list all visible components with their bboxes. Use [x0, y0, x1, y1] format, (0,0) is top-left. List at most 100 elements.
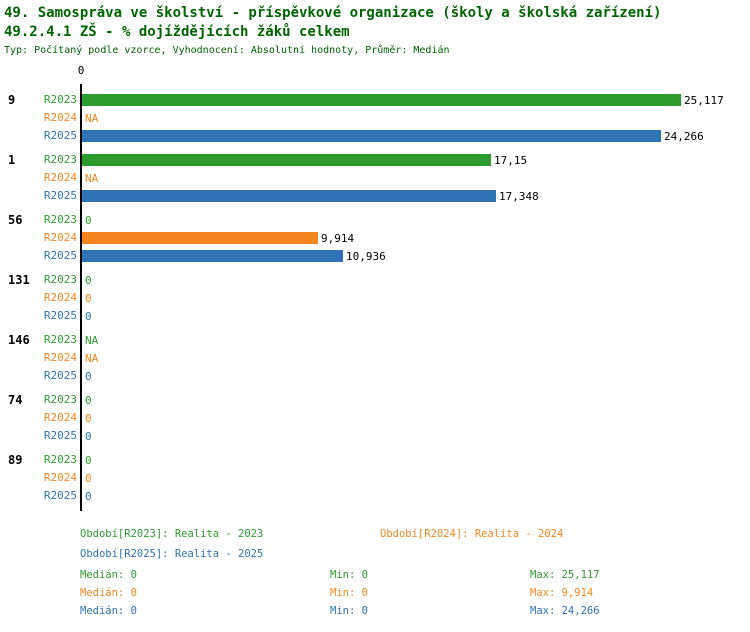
bar-group: 9 R2023 25,117 R2024 NA R2025 24,266: [0, 91, 750, 145]
value-bar: [82, 190, 496, 202]
stats-row: Medián: 0 Min: 0 Max: 9,914: [80, 584, 600, 602]
value-label: NA: [85, 111, 99, 125]
value-label: 0: [85, 471, 92, 485]
value-label: 25,117: [684, 93, 724, 107]
year-label: R2024: [43, 171, 77, 184]
legend-item: Období[R2025]: Realita - 2025: [80, 548, 264, 560]
year-label: R2025: [43, 309, 77, 322]
value-label: 0: [85, 429, 92, 443]
year-label: R2024: [43, 231, 77, 244]
value-label: 17,15: [494, 153, 528, 167]
year-label: R2025: [43, 249, 77, 262]
legend-item: Období[R2024]: Realita - 2024: [380, 528, 564, 540]
bar-group: 131 R2023 0 R2024 0 R2025 0: [0, 271, 750, 325]
series-row: R2023 0: [0, 451, 750, 469]
value-bar: [82, 232, 318, 244]
series-row: R2023 0: [0, 271, 750, 289]
value-label: 0: [85, 291, 92, 305]
series-row: R2023 25,117: [0, 91, 750, 109]
year-label: R2024: [43, 291, 77, 304]
value-label: 0: [85, 309, 92, 323]
stats-block: Medián: 0 Min: 0 Max: 25,117 Medián: 0 Min: …: [80, 566, 600, 620]
value-label: 24,266: [664, 129, 704, 143]
series-row: R2025 24,266: [0, 127, 750, 145]
series-row: R2025 0: [0, 307, 750, 325]
value-label: 0: [85, 369, 92, 383]
year-label: R2023: [43, 333, 77, 346]
value-label: NA: [85, 171, 99, 185]
series-row: R2025 17,348: [0, 187, 750, 205]
title-block: 49. Samospráva ve školství - příspěvkové…: [4, 4, 661, 59]
stat-max: Max: 24,266: [530, 605, 600, 617]
year-label: R2023: [43, 453, 77, 466]
value-label: 17,348: [499, 189, 539, 203]
value-bar: [82, 94, 681, 106]
group-count-label: 131: [8, 273, 30, 287]
series-row: R2024 0: [0, 409, 750, 427]
value-label: 0: [85, 489, 92, 503]
bar-group: 1 R2023 17,15 R2024 NA R2025 17,348: [0, 151, 750, 205]
year-label: R2025: [43, 189, 77, 202]
category-axis-line: [80, 84, 82, 511]
report-title: 49. Samospráva ve školství - příspěvkové…: [4, 5, 662, 21]
series-row: R2023 0: [0, 391, 750, 409]
legend-item: Období[R2023]: Realita - 2023: [80, 528, 264, 540]
year-label: R2024: [43, 411, 77, 424]
value-label: NA: [85, 351, 99, 365]
bar-groups-container: 9 R2023 25,117 R2024 NA R2025 24,266 1 R2023 17,1…: [0, 84, 750, 511]
year-label: R2024: [43, 111, 77, 124]
series-row: R2023 17,15: [0, 151, 750, 169]
legend: Období[R2023]: Realita - 2023 Období[R202…: [80, 524, 563, 564]
stat-min: Min: 0: [330, 587, 368, 599]
group-count-label: 56: [8, 213, 23, 227]
stat-min: Min: 0: [330, 569, 368, 581]
year-label: R2025: [43, 369, 77, 382]
year-label: R2024: [43, 351, 77, 364]
value-label: 0: [85, 453, 92, 467]
year-label: R2024: [43, 471, 77, 484]
series-row: R2024 NA: [0, 169, 750, 187]
value-label: 0: [85, 213, 92, 227]
year-label: R2025: [43, 129, 77, 142]
bar-group: 146 R2023 NA R2024 NA R2025 0: [0, 331, 750, 385]
year-label: R2023: [43, 93, 77, 106]
series-row: R2024 0: [0, 289, 750, 307]
stat-max: Max: 25,117: [530, 569, 600, 581]
group-count-label: 89: [8, 453, 23, 467]
series-row: R2024 NA: [0, 109, 750, 127]
stats-row: Medián: 0 Min: 0 Max: 25,117: [80, 566, 600, 584]
value-label: NA: [85, 333, 99, 347]
series-row: R2023 NA: [0, 331, 750, 349]
value-label: 9,914: [321, 231, 355, 245]
value-label: 0: [85, 393, 92, 407]
bar-group: 56 R2023 0 R2024 9,914 R2025 10,936: [0, 211, 750, 265]
plot-area: 9 R2023 25,117 R2024 NA R2025 24,266 1 R2023 17,1…: [0, 84, 750, 511]
year-label: R2023: [43, 393, 77, 406]
stat-max: Max: 9,914: [530, 587, 594, 599]
year-label: R2023: [43, 213, 77, 226]
axis-origin-tick: 0: [77, 64, 85, 77]
indicator-meta: Typ: Počítaný podle vzorce, Vyhodnocení:…: [4, 45, 450, 56]
year-label: R2025: [43, 429, 77, 442]
series-row: R2025 0: [0, 487, 750, 505]
series-row: R2025 0: [0, 427, 750, 445]
stat-min: Min: 0: [330, 605, 368, 617]
series-row: R2025 0: [0, 367, 750, 385]
value-bar: [82, 130, 661, 142]
stats-row: Medián: 0 Min: 0 Max: 24,266: [80, 602, 600, 620]
series-row: R2024 NA: [0, 349, 750, 367]
series-row: R2023 0: [0, 211, 750, 229]
group-count-label: 74: [8, 393, 23, 407]
series-row: R2024 9,914: [0, 229, 750, 247]
stat-median: Medián: 0: [80, 587, 137, 599]
series-row: R2025 10,936: [0, 247, 750, 265]
value-bar: [82, 250, 343, 262]
bar-group: 89 R2023 0 R2024 0 R2025 0: [0, 451, 750, 505]
value-label: 0: [85, 411, 92, 425]
value-bar: [82, 154, 491, 166]
group-count-label: 9: [8, 93, 16, 107]
stat-median: Medián: 0: [80, 569, 137, 581]
value-label: 10,936: [346, 249, 386, 263]
indicator-title: 49.2.4.1 ZŠ - % dojíždějících žáků celke…: [4, 24, 350, 40]
